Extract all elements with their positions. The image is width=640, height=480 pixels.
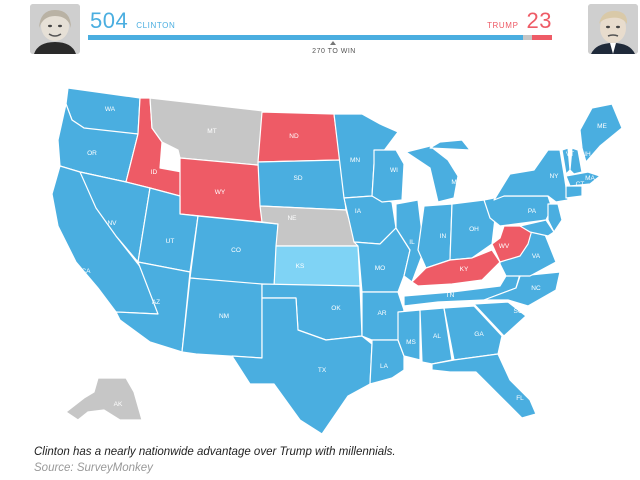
state-label-ne: NE: [287, 215, 297, 222]
state-label-pa: PA: [528, 208, 537, 215]
state-label-az: AZ: [152, 299, 160, 306]
us-map: WA OR CA ID NV MT WY UT AZ CO NM ND SD NE KS OK TX MN IA MO…: [51, 87, 623, 435]
state-ct[interactable]: [565, 185, 583, 199]
state-nj[interactable]: [547, 203, 563, 233]
tossup-bar-segment: [522, 35, 533, 40]
state-label-ar: AR: [377, 310, 386, 317]
state-la[interactable]: [369, 339, 405, 385]
state-sc[interactable]: [473, 301, 527, 337]
state-ms[interactable]: [397, 309, 421, 361]
state-label-ct: CT: [576, 181, 585, 188]
state-label-va: VA: [532, 253, 541, 260]
clinton-avatar: [30, 4, 80, 54]
state-label-ny: NY: [549, 173, 559, 180]
state-label-co: CO: [231, 247, 241, 254]
state-label-ma: MA: [585, 175, 595, 182]
map-source: Source: SurveyMonkey: [34, 462, 153, 474]
state-label-tn: TN: [446, 292, 455, 299]
state-ky[interactable]: [411, 249, 501, 287]
state-label-ms: MS: [406, 339, 416, 346]
state-label-mo: MO: [375, 265, 385, 272]
state-tx[interactable]: [231, 297, 373, 435]
win-threshold-marker: [330, 41, 336, 45]
state-il[interactable]: [395, 199, 425, 283]
map-caption: Clinton has a nearly nationwide advantag…: [34, 446, 396, 458]
state-label-ks: KS: [296, 263, 305, 270]
state-label-wi: WI: [390, 167, 398, 174]
clinton-portrait-icon: [30, 4, 80, 54]
state-label-ga: GA: [474, 331, 484, 338]
state-nm[interactable]: [181, 277, 263, 359]
trump-bar-segment: [532, 35, 552, 40]
state-label-la: LA: [380, 363, 389, 370]
state-label-md: MD: [553, 231, 563, 238]
state-label-fl: FL: [516, 395, 524, 402]
state-label-ky: KY: [460, 266, 469, 273]
state-label-mt: MT: [207, 128, 216, 135]
state-label-id: ID: [151, 169, 158, 176]
state-label-ia: IA: [355, 208, 362, 215]
state-label-il: IL: [409, 239, 415, 246]
state-mi[interactable]: [405, 139, 471, 203]
state-label-sd: SD: [293, 175, 302, 182]
state-label-oh: OH: [469, 226, 479, 233]
state-label-ak: AK: [114, 401, 123, 408]
state-label-vt: VT: [566, 151, 574, 158]
state-label-ok: OK: [331, 305, 341, 312]
state-sd[interactable]: [257, 159, 347, 211]
state-nh[interactable]: [569, 147, 583, 175]
state-label-wv: WV: [499, 243, 510, 250]
state-label-nm: NM: [219, 313, 229, 320]
state-fl[interactable]: [431, 353, 537, 419]
state-label-al: AL: [433, 333, 441, 340]
trump-name: TRUMP: [487, 21, 519, 30]
trump-avatar: [588, 4, 638, 54]
state-label-nc: NC: [531, 285, 541, 292]
trump-portrait-icon: [588, 4, 638, 54]
state-ma[interactable]: [565, 171, 601, 187]
state-label-wy: WY: [215, 189, 226, 196]
state-nc[interactable]: [483, 271, 561, 307]
state-label-ca: CA: [81, 268, 91, 275]
state-label-tx: TX: [318, 367, 327, 374]
state-ak[interactable]: [65, 377, 143, 421]
state-label-in: IN: [440, 233, 447, 240]
state-nd[interactable]: [257, 111, 341, 163]
state-label-nj: NJ: [562, 214, 570, 221]
state-ks[interactable]: [273, 245, 361, 289]
state-label-nv: NV: [107, 220, 117, 227]
state-label-mn: MN: [350, 157, 360, 164]
clinton-bar-segment: [88, 35, 523, 40]
trump-score: TRUMP 23: [487, 8, 552, 34]
state-me[interactable]: [579, 103, 623, 163]
state-label-nd: ND: [289, 133, 299, 140]
state-label-nh: NH: [581, 151, 591, 158]
state-label-me: ME: [597, 123, 607, 130]
state-in[interactable]: [417, 203, 453, 269]
state-ny[interactable]: [493, 149, 569, 203]
state-label-or: OR: [87, 150, 97, 157]
state-wi[interactable]: [371, 149, 405, 203]
state-md[interactable]: [519, 219, 555, 237]
state-ga[interactable]: [443, 305, 503, 361]
state-label-mi: MI: [451, 179, 458, 186]
state-label-ut: UT: [166, 238, 175, 245]
state-label-sc: SC: [513, 308, 522, 315]
electoral-vote-bar: [88, 35, 552, 40]
win-threshold-label: 270 TO WIN: [312, 48, 356, 55]
clinton-name: CLINTON: [136, 21, 176, 30]
clinton-votes: 504: [90, 8, 129, 33]
trump-votes: 23: [526, 8, 552, 33]
clinton-score: 504 CLINTON: [90, 8, 175, 34]
state-label-wa: WA: [105, 106, 116, 113]
